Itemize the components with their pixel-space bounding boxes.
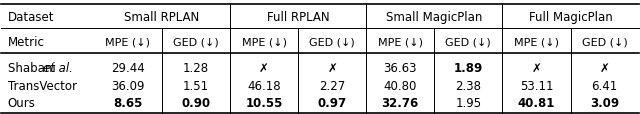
Text: 53.11: 53.11 bbox=[520, 79, 553, 92]
Text: ✗: ✗ bbox=[259, 62, 269, 75]
Text: Small MagicPlan: Small MagicPlan bbox=[386, 11, 483, 24]
Text: 10.55: 10.55 bbox=[245, 96, 283, 109]
Text: 40.80: 40.80 bbox=[383, 79, 417, 92]
Text: GED (↓): GED (↓) bbox=[582, 37, 627, 47]
Text: Full RPLAN: Full RPLAN bbox=[267, 11, 330, 24]
Text: MPE (↓): MPE (↓) bbox=[514, 37, 559, 47]
Text: MPE (↓): MPE (↓) bbox=[241, 37, 287, 47]
Text: 2.27: 2.27 bbox=[319, 79, 345, 92]
Text: 36.09: 36.09 bbox=[111, 79, 145, 92]
Text: TransVector: TransVector bbox=[8, 79, 77, 92]
Text: 40.81: 40.81 bbox=[518, 96, 555, 109]
Text: 0.90: 0.90 bbox=[181, 96, 211, 109]
Text: 1.28: 1.28 bbox=[183, 62, 209, 75]
Text: GED (↓): GED (↓) bbox=[445, 37, 492, 47]
Text: Small RPLAN: Small RPLAN bbox=[124, 11, 200, 24]
Text: Dataset: Dataset bbox=[8, 11, 54, 24]
Text: MPE (↓): MPE (↓) bbox=[378, 37, 423, 47]
Text: 6.41: 6.41 bbox=[591, 79, 618, 92]
Text: 1.89: 1.89 bbox=[454, 62, 483, 75]
Text: 1.95: 1.95 bbox=[455, 96, 481, 109]
Text: 8.65: 8.65 bbox=[113, 96, 143, 109]
Text: 46.18: 46.18 bbox=[247, 79, 281, 92]
Text: ✗: ✗ bbox=[531, 62, 541, 75]
Text: Ours: Ours bbox=[8, 96, 36, 109]
Text: GED (↓): GED (↓) bbox=[309, 37, 355, 47]
Text: ✗: ✗ bbox=[327, 62, 337, 75]
Text: GED (↓): GED (↓) bbox=[173, 37, 219, 47]
Text: 32.76: 32.76 bbox=[381, 96, 419, 109]
Text: 29.44: 29.44 bbox=[111, 62, 145, 75]
Text: Full MagicPlan: Full MagicPlan bbox=[529, 11, 612, 24]
Text: 0.97: 0.97 bbox=[317, 96, 347, 109]
Text: Shabani: Shabani bbox=[8, 62, 58, 75]
Text: 2.38: 2.38 bbox=[455, 79, 481, 92]
Text: et al.: et al. bbox=[44, 62, 74, 75]
Text: MPE (↓): MPE (↓) bbox=[106, 37, 150, 47]
Text: Metric: Metric bbox=[8, 36, 45, 48]
Text: 1.51: 1.51 bbox=[183, 79, 209, 92]
Text: ✗: ✗ bbox=[600, 62, 609, 75]
Text: 36.63: 36.63 bbox=[383, 62, 417, 75]
Text: 3.09: 3.09 bbox=[590, 96, 619, 109]
